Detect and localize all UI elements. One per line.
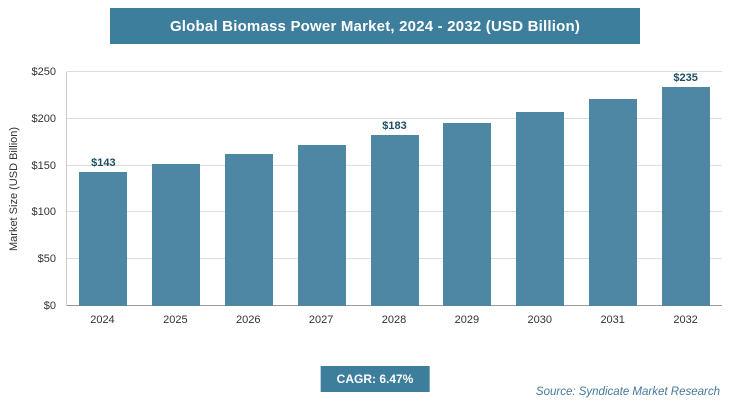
bar-2026 bbox=[224, 154, 273, 306]
y-tick-label: $0 bbox=[43, 300, 56, 312]
bar-column-2028: $183 bbox=[358, 72, 431, 306]
bar-2025 bbox=[152, 163, 201, 306]
plot-area: $143 $183 $235 bbox=[66, 71, 722, 306]
bar-column-2032: $235 bbox=[649, 72, 722, 306]
bar-column-2027 bbox=[285, 72, 358, 306]
bar-2027 bbox=[297, 145, 346, 306]
bar-column-2026 bbox=[213, 72, 286, 306]
x-tick-label: 2027 bbox=[308, 314, 334, 326]
x-tick-label: 2024 bbox=[90, 314, 115, 326]
y-tick-label: $150 bbox=[31, 159, 56, 172]
y-tick-label: $200 bbox=[31, 112, 56, 125]
x-tick-label: 2031 bbox=[600, 314, 625, 326]
x-tick-label: 2032 bbox=[673, 314, 698, 326]
x-tick-label: 2025 bbox=[163, 314, 188, 326]
bar-column-2030 bbox=[504, 72, 577, 306]
cagr-badge: CAGR: 6.47% bbox=[320, 366, 430, 392]
source-text: Source: Syndicate Market Research bbox=[535, 386, 720, 398]
gridline bbox=[67, 71, 722, 72]
x-tick-label: 2030 bbox=[527, 314, 553, 326]
bar-value-label: $143 bbox=[91, 157, 116, 170]
bar-column-2031 bbox=[576, 72, 649, 306]
y-tick-label: $100 bbox=[31, 206, 56, 219]
bar-2031 bbox=[588, 99, 637, 306]
bar-2024 bbox=[79, 172, 128, 306]
gridline bbox=[67, 117, 722, 119]
bar-value-label: $183 bbox=[382, 119, 407, 132]
bar-series: $143 $183 $235 bbox=[67, 72, 722, 306]
bar-column-2024: $143 bbox=[67, 72, 140, 306]
bar-column-2025 bbox=[140, 72, 213, 306]
chart-title-bar: Global Biomass Power Market, 2024 - 2032… bbox=[110, 8, 640, 44]
y-axis-tick-labels: $0 $50 $100 $150 $200 $250 bbox=[20, 66, 62, 312]
bar-2029 bbox=[443, 123, 492, 306]
chart-title: Global Biomass Power Market, 2024 - 2032… bbox=[169, 17, 581, 35]
bar-2030 bbox=[516, 112, 565, 306]
bar-2028 bbox=[370, 134, 419, 306]
x-tick-label: 2029 bbox=[454, 314, 480, 326]
bar-2032 bbox=[661, 87, 710, 306]
x-axis-tick-labels: 2024 2025 2026 2027 2028 2029 2030 2031 2032 bbox=[66, 306, 722, 326]
y-tick-label: $50 bbox=[37, 253, 56, 266]
bar-value-label: $235 bbox=[673, 72, 698, 84]
bar-column-2029 bbox=[431, 72, 504, 306]
x-tick-label: 2028 bbox=[381, 314, 407, 326]
x-tick-label: 2026 bbox=[235, 314, 261, 326]
y-tick-label: $250 bbox=[31, 66, 56, 78]
